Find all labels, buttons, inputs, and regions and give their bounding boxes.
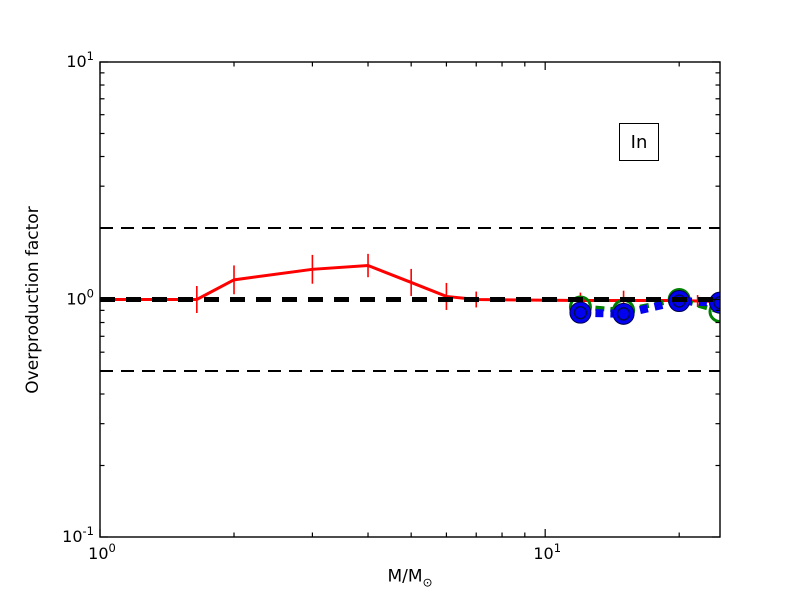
isotope-annotation-box: In — [619, 123, 659, 161]
isotope-label: In — [630, 131, 648, 153]
red-solid-line-with-errorbars-errorbars — [196, 253, 720, 314]
y-tick-label: 10-1 — [62, 524, 94, 546]
blue-dotted-line-filled-circles-marker — [612, 302, 635, 325]
x-tick-label: 100 — [88, 541, 116, 563]
plot-frame — [99, 61, 721, 538]
blue-dotted-line-filled-circles-marker-inner-ring — [573, 305, 588, 320]
solar-mass-icon: ⊙ — [422, 575, 433, 590]
y-axis-label: Overproduction factor — [23, 206, 43, 394]
x-axis-label-main: M/M — [387, 566, 423, 587]
blue-dotted-line-filled-circles-marker-inner-ring — [616, 307, 631, 321]
red-solid-line-with-errorbars-line — [100, 264, 720, 304]
y-tick-label: 101 — [66, 49, 94, 71]
blue-dotted-line-filled-circles-marker-inner-ring — [713, 295, 720, 310]
x-axis-label: M/M⊙ — [387, 567, 432, 590]
blue-dotted-line-filled-circles-marker — [569, 301, 592, 324]
green-dashed-line-open-circles-marker — [708, 300, 720, 324]
plot-data-region — [100, 227, 720, 372]
y-tick-label: 100 — [66, 287, 94, 309]
x-tick-label: 101 — [533, 541, 561, 563]
